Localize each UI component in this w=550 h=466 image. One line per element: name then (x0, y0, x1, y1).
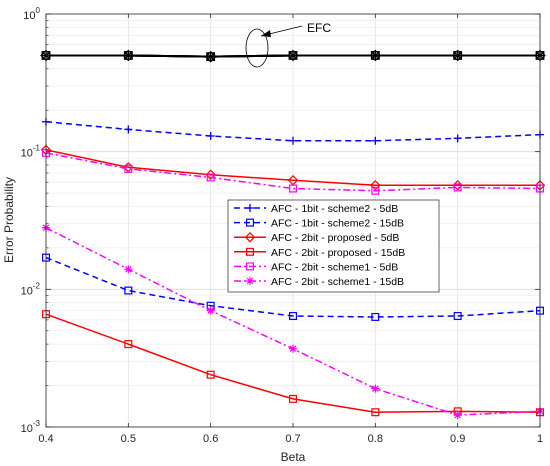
legend-label: AFC - 1bit - scheme2 - 5dB (271, 203, 398, 215)
marker-plus (246, 204, 254, 212)
marker-square (371, 186, 380, 195)
marker-plus (371, 136, 380, 145)
legend-entry: AFC - 1bit - scheme2 - 5dB (234, 203, 398, 215)
marker-star (206, 306, 215, 315)
marker-square (246, 218, 255, 227)
marker-square (289, 312, 298, 321)
x-axis-label: Beta (281, 450, 306, 464)
marker-star (370, 50, 380, 60)
legend-label: AFC - 2bit - scheme1 - 15dB (271, 276, 404, 288)
y-tick-label: 100 (23, 6, 40, 22)
legend-label: AFC - 2bit - scheme1 - 5dB (271, 261, 398, 273)
y-tick-label: 10-1 (21, 144, 41, 160)
marker-plus (124, 125, 133, 134)
marker-diamond (370, 180, 381, 191)
x-tick-label: 0.9 (450, 433, 465, 445)
axis-ticks: 0.4 0.5 0.6 0.7 0.8 0.9 1 100 10-1 10-2 10-3 (21, 6, 543, 445)
efc-label: EFC (307, 21, 331, 35)
marker-square (453, 183, 462, 192)
series-5 (41, 148, 544, 195)
marker-square (124, 286, 133, 295)
marker-diamond (244, 231, 256, 243)
x-tick-label: 0.6 (203, 433, 218, 445)
y-axis-label: Error Probability (2, 177, 16, 263)
series-line (45, 149, 540, 187)
marker-star (453, 50, 463, 60)
marker-star (289, 344, 297, 353)
marker-square (124, 164, 133, 173)
legend-entry: AFC - 2bit - scheme1 - 15dB (234, 276, 404, 288)
legend-entry: AFC - 2bit - proposed - 5dB (234, 231, 399, 244)
efc-ellipse (245, 28, 269, 68)
efc-annotation: EFC (245, 21, 331, 68)
marker-star (453, 411, 462, 420)
legend-box (227, 199, 440, 293)
marker-star (288, 50, 298, 60)
marker-square (246, 247, 255, 256)
y-tick-label: 10-2 (21, 281, 41, 297)
x-tick-label: 0.4 (38, 433, 53, 445)
x-tick-label: 0.5 (121, 433, 136, 445)
marker-plus (289, 136, 297, 145)
marker-square (289, 394, 298, 403)
marker-star (371, 384, 380, 393)
legend: AFC - 1bit - scheme2 - 5dB AFC - 1bit - s… (227, 199, 440, 293)
marker-star (123, 50, 133, 60)
marker-square (246, 262, 255, 271)
marker-plus (206, 131, 215, 140)
marker-square (289, 184, 298, 193)
series-line (45, 256, 541, 318)
marker-star (124, 265, 133, 274)
marker-square (453, 312, 462, 321)
legend-label: AFC - 2bit - proposed - 15dB (271, 247, 405, 259)
x-tick-label: 1 (537, 433, 543, 445)
marker-square (206, 370, 215, 379)
efc-arrow-head (261, 30, 271, 37)
marker-plus (453, 134, 462, 143)
x-tick-label: 0.7 (285, 433, 300, 445)
marker-square (206, 173, 215, 182)
marker-square (124, 340, 133, 349)
legend-entry: AFC - 2bit - scheme1 - 5dB (234, 261, 398, 273)
marker-diamond (205, 169, 216, 180)
marker-square (371, 408, 380, 417)
legend-label: AFC - 2bit - proposed - 5dB (271, 232, 399, 244)
y-tick-label: 10-3 (21, 419, 41, 435)
legend-entry: AFC - 1bit - scheme2 - 15dB (234, 218, 404, 230)
x-tick-label: 0.8 (368, 433, 383, 445)
legend-label: AFC - 1bit - scheme2 - 15dB (271, 218, 404, 230)
legend-entry: AFC - 2bit - proposed - 15dB (234, 247, 405, 259)
marker-square (371, 312, 380, 321)
marker-star (206, 52, 216, 62)
marker-star (246, 277, 254, 285)
